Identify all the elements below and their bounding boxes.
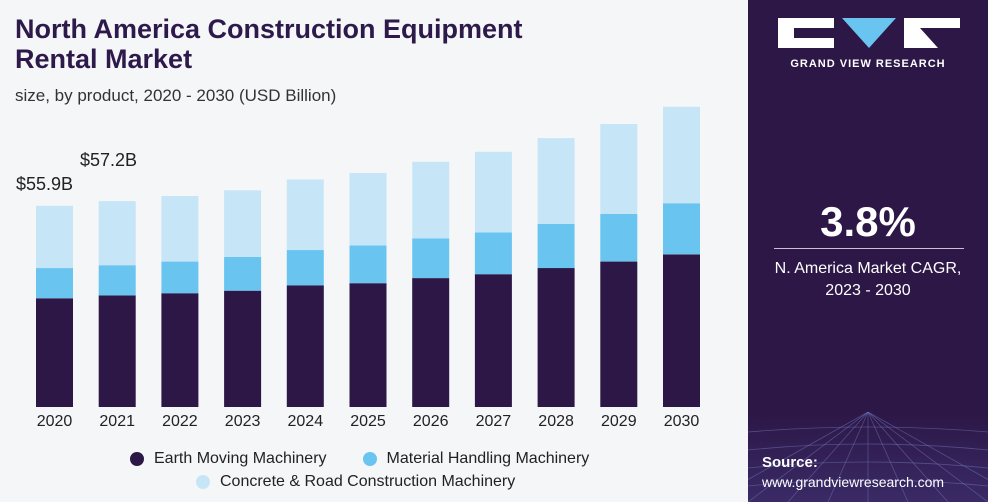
bar-earth-moving-2021 <box>98 295 136 407</box>
cagr-value: 3.8% <box>820 198 916 245</box>
side-panel: GRAND VIEW RESEARCH 3.8% N. America Mark… <box>748 0 988 502</box>
bar-concrete-road-2021 <box>98 201 136 266</box>
bar-concrete-road-2024 <box>286 179 324 251</box>
bar-concrete-road-2030 <box>663 106 700 204</box>
x-tick-label-2027: 2027 <box>476 413 512 430</box>
bar-material-handling-2025 <box>349 245 387 284</box>
bar-earth-moving-2029 <box>600 261 638 407</box>
x-tick-label-2021: 2021 <box>99 413 135 430</box>
x-tick-label-2022: 2022 <box>162 413 198 430</box>
brand-name: GRAND VIEW RESEARCH <box>790 58 946 70</box>
cagr-label: N. America Market CAGR, 2023 - 2030 <box>748 258 988 302</box>
legend-label-concrete-road: Concrete & Road Construction Machinery <box>220 473 516 490</box>
bar-material-handling-2029 <box>600 214 638 262</box>
bar-concrete-road-2022 <box>161 196 199 262</box>
chart-subtitle: size, by product, 2020 - 2030 (USD Billi… <box>15 86 337 105</box>
bar-material-handling-2022 <box>161 261 199 294</box>
bar-earth-moving-2022 <box>161 293 199 407</box>
bar-earth-moving-2026 <box>412 278 450 407</box>
source-url[interactable]: www.grandviewresearch.com <box>762 474 945 490</box>
bar-concrete-road-2025 <box>349 173 387 246</box>
bar-earth-moving-2020 <box>36 298 73 407</box>
stacked-bar-chart: 2020 2021 2022 2023 2024 2025 2026 2027 2028 2029… <box>16 106 700 430</box>
annotation-2020: $55.9B <box>16 174 73 194</box>
legend-label-earth-moving: Earth Moving Machinery <box>154 450 327 467</box>
bar-material-handling-2027 <box>474 232 512 275</box>
bar-earth-moving-2027 <box>474 274 512 407</box>
bar-earth-moving-2024 <box>286 285 324 407</box>
legend-swatch-earth-moving <box>130 452 144 466</box>
decorative-grid <box>748 412 988 502</box>
bar-material-handling-2021 <box>98 265 136 296</box>
bar-earth-moving-2030 <box>663 254 700 407</box>
bar-material-handling-2030 <box>663 203 700 255</box>
cagr-label-line-1: N. America Market CAGR, <box>774 260 962 277</box>
bar-concrete-road-2027 <box>474 151 512 233</box>
x-tick-label-2023: 2023 <box>225 413 261 430</box>
title-line-1: North America Construction Equipment <box>15 14 523 44</box>
bar-concrete-road-2026 <box>412 161 450 239</box>
x-tick-label-2020: 2020 <box>37 413 73 430</box>
legend-swatch-concrete-road <box>196 475 210 489</box>
bar-concrete-road-2023 <box>224 190 262 257</box>
x-tick-label-2030: 2030 <box>664 413 700 430</box>
legend-row-1: Earth Moving Machinery Material Handling… <box>130 448 589 470</box>
legend-label-material-handling: Material Handling Machinery <box>386 450 590 467</box>
bar-concrete-road-2020 <box>36 205 73 269</box>
x-tick-label-2024: 2024 <box>288 413 324 430</box>
bar-material-handling-2024 <box>286 250 324 286</box>
chart-title: North America Construction Equipment Ren… <box>15 14 655 74</box>
legend-swatch-material-handling <box>362 452 377 466</box>
x-tick-label-2026: 2026 <box>413 413 449 430</box>
bar-concrete-road-2028 <box>537 138 575 224</box>
source-label: Source: <box>762 454 818 471</box>
annotation-2021: $57.2B <box>80 150 137 170</box>
bar-earth-moving-2028 <box>537 268 575 407</box>
logo-icon <box>778 18 960 48</box>
x-tick-label-2028: 2028 <box>538 413 574 430</box>
cagr-label-line-2: 2023 - 2030 <box>825 282 911 299</box>
bar-material-handling-2028 <box>537 223 575 269</box>
legend-row-2: Concrete & Road Construction Machinery <box>196 471 515 493</box>
x-tick-label-2029: 2029 <box>601 413 637 430</box>
bar-material-handling-2026 <box>412 238 450 279</box>
bar-material-handling-2023 <box>224 256 262 291</box>
chart-panel: North America Construction Equipment Ren… <box>15 14 700 493</box>
x-tick-label-2025: 2025 <box>350 413 386 430</box>
bar-concrete-road-2029 <box>600 124 638 214</box>
bar-earth-moving-2023 <box>224 290 262 407</box>
bar-material-handling-2020 <box>36 268 73 299</box>
title-line-2: Rental Market <box>15 44 193 74</box>
bar-earth-moving-2025 <box>349 283 387 407</box>
divider <box>774 248 964 249</box>
